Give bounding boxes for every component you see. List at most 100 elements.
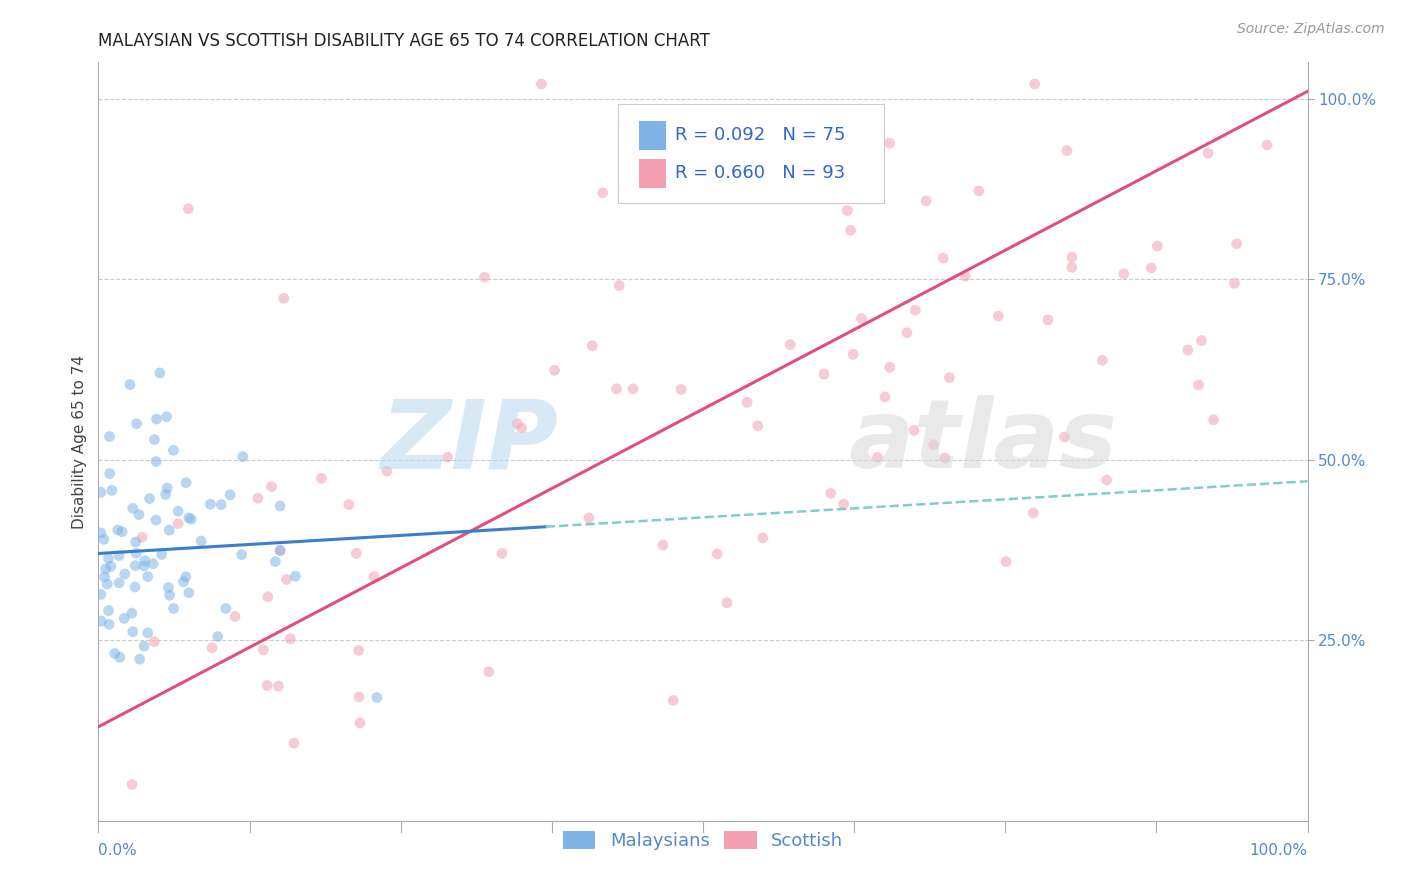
Point	[995, 555, 1018, 569]
Bar	[638, 159, 665, 187]
Point	[621, 382, 644, 396]
Point	[111, 524, 134, 539]
Point	[651, 538, 673, 552]
Point	[1053, 430, 1076, 444]
Point	[256, 678, 278, 692]
Point	[478, 665, 501, 679]
Text: Source: ZipAtlas.com: Source: ZipAtlas.com	[1237, 22, 1385, 37]
Point	[436, 450, 458, 464]
Point	[98, 617, 121, 632]
Point	[131, 530, 153, 544]
Point	[149, 366, 172, 380]
Point	[162, 601, 184, 615]
Point	[955, 269, 977, 284]
Point	[581, 338, 603, 352]
Point	[813, 367, 835, 381]
Point	[124, 535, 146, 549]
Point	[851, 311, 873, 326]
Point	[231, 548, 253, 562]
Point	[873, 390, 896, 404]
Point	[1022, 506, 1045, 520]
Point	[837, 203, 859, 218]
Point	[207, 630, 229, 644]
Y-axis label: Disability Age 65 to 74: Disability Age 65 to 74	[72, 354, 87, 529]
Point	[1091, 353, 1114, 368]
Point	[1024, 77, 1046, 91]
Point	[200, 497, 222, 511]
Point	[121, 606, 143, 620]
Point	[269, 544, 291, 558]
Point	[269, 499, 291, 513]
Point	[1223, 277, 1246, 291]
Point	[136, 626, 159, 640]
Point	[124, 580, 146, 594]
Point	[347, 643, 370, 657]
Point	[669, 383, 692, 397]
Point	[224, 609, 246, 624]
Point	[474, 270, 496, 285]
Point	[278, 632, 301, 646]
Point	[201, 640, 224, 655]
Point	[93, 570, 115, 584]
Point	[94, 562, 117, 576]
Point	[284, 569, 307, 583]
Point	[118, 377, 141, 392]
Point	[90, 525, 112, 540]
Point	[101, 483, 124, 498]
Point	[177, 511, 200, 525]
Point	[1146, 239, 1168, 253]
Point	[142, 557, 165, 571]
Point	[915, 194, 938, 208]
Point	[112, 611, 135, 625]
Point	[209, 498, 232, 512]
Point	[1140, 260, 1163, 275]
Point	[145, 412, 167, 426]
Point	[904, 303, 927, 318]
Point	[155, 487, 177, 501]
Point	[363, 569, 385, 583]
Point	[283, 736, 305, 750]
Point	[607, 278, 630, 293]
Point	[1177, 343, 1199, 357]
Point	[143, 634, 166, 648]
Point	[1060, 250, 1083, 264]
Point	[90, 485, 112, 500]
Text: 0.0%: 0.0%	[98, 844, 138, 858]
Point	[145, 513, 167, 527]
Point	[108, 650, 131, 665]
Point	[510, 421, 533, 435]
Point	[128, 652, 150, 666]
Point	[832, 497, 855, 511]
Point	[121, 501, 143, 516]
Point	[108, 575, 131, 590]
Point	[506, 417, 529, 431]
Point	[932, 251, 955, 265]
Point	[735, 395, 758, 409]
Point	[150, 548, 173, 562]
Point	[716, 596, 738, 610]
Point	[903, 423, 925, 437]
Point	[1187, 378, 1209, 392]
Point	[180, 512, 202, 526]
Point	[246, 491, 269, 506]
Point	[967, 184, 990, 198]
Point	[90, 614, 112, 628]
Point	[747, 418, 769, 433]
Point	[311, 471, 333, 485]
Text: ZIP: ZIP	[380, 395, 558, 488]
Point	[114, 566, 136, 581]
Point	[344, 546, 367, 560]
Point	[491, 546, 513, 560]
Point	[273, 291, 295, 305]
Point	[987, 309, 1010, 323]
Point	[1256, 137, 1278, 152]
Point	[125, 546, 148, 560]
Point	[256, 590, 278, 604]
Point	[922, 438, 945, 452]
Point	[1189, 334, 1212, 348]
Point	[145, 454, 167, 468]
Point	[190, 533, 212, 548]
Point	[143, 433, 166, 447]
Point	[252, 643, 274, 657]
Point	[134, 554, 156, 568]
